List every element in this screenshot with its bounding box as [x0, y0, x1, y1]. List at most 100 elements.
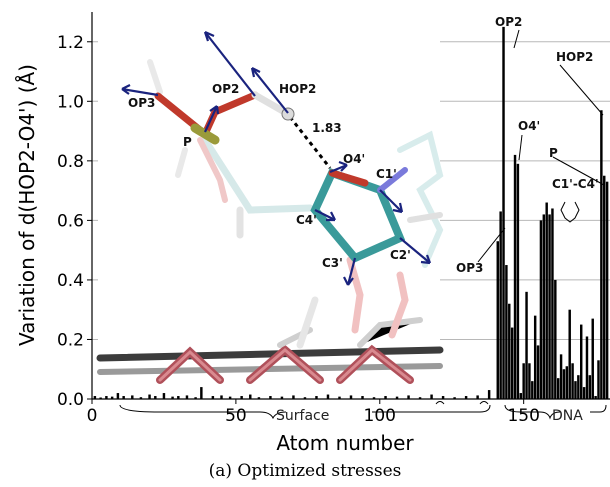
- y-tick-label: 1.2: [57, 33, 84, 53]
- bar: [600, 110, 603, 399]
- bar: [487, 390, 491, 399]
- bar: [303, 397, 307, 399]
- bar: [418, 397, 422, 399]
- bar: [99, 397, 102, 399]
- bar: [441, 396, 445, 399]
- bar: [525, 291, 528, 399]
- inset-label: 1.83: [312, 121, 342, 135]
- bar: [536, 345, 540, 399]
- bar: [597, 360, 600, 399]
- y-tick-label: 0.8: [57, 152, 84, 172]
- bar: [326, 394, 330, 399]
- bar: [585, 336, 589, 399]
- bar: [519, 393, 523, 399]
- axis-break-mark: [479, 401, 489, 405]
- bar: [384, 396, 387, 399]
- y-tick-label: 0.2: [57, 330, 84, 350]
- annotation-c1-c4: C1'-C4': [552, 177, 599, 191]
- bar: [240, 396, 243, 399]
- bar: [476, 395, 479, 399]
- bar: [131, 395, 134, 399]
- x-axis-label: Atom number: [276, 431, 414, 455]
- bar: [568, 309, 571, 399]
- inset-label: HOP2: [279, 82, 316, 96]
- bar: [220, 395, 223, 399]
- region-braces: [119, 404, 607, 420]
- bar: [269, 396, 272, 399]
- bar: [177, 396, 180, 399]
- bar: [185, 395, 189, 399]
- bar: [116, 393, 120, 399]
- y-ticks: 0.0 0.2 0.4 0.6 0.8 1.0 1.2: [57, 33, 92, 410]
- x-tick-label: 100: [364, 406, 396, 426]
- annotation-op2: OP2: [495, 15, 522, 29]
- bar: [588, 375, 592, 399]
- force-arrows: [121, 30, 432, 286]
- bar: [559, 354, 563, 399]
- inset-label: C3': [322, 256, 343, 270]
- bar: [93, 396, 97, 399]
- bar: [562, 369, 566, 399]
- inset-label: O4': [343, 152, 365, 166]
- bar: [453, 397, 456, 399]
- inset-label: OP3: [128, 96, 155, 110]
- bar: [531, 381, 534, 399]
- bar: [542, 214, 546, 399]
- bar: [211, 396, 215, 399]
- bar: [430, 394, 433, 399]
- bar: [510, 327, 514, 399]
- bar: [407, 395, 410, 399]
- sugar-ring: [310, 167, 408, 263]
- inset-label: C2': [390, 248, 411, 262]
- bar: [122, 396, 125, 399]
- hydrogen-bond: [288, 116, 332, 169]
- inset-label: C1': [376, 167, 397, 181]
- y-tick-label: 0.6: [57, 211, 84, 231]
- bar: [171, 396, 174, 399]
- figure-caption: (a) Optimized stresses: [208, 461, 402, 481]
- bar: [349, 395, 353, 399]
- bar: [603, 175, 606, 399]
- axis-break-mark: [435, 401, 445, 405]
- bar: [582, 387, 586, 399]
- bar: [574, 381, 577, 399]
- annotation-hop2: HOP2: [556, 50, 593, 64]
- inset-label: P: [183, 135, 192, 149]
- bar: [228, 396, 232, 399]
- bar: [194, 397, 197, 399]
- bar: [361, 396, 364, 399]
- bar: [148, 394, 151, 399]
- bar: [565, 366, 569, 399]
- bar: [249, 394, 252, 399]
- bar: [292, 395, 295, 399]
- y-tick-label: 1.0: [57, 92, 84, 112]
- bar: [464, 396, 468, 399]
- annotation-leaders: [477, 29, 605, 263]
- bar: [496, 241, 499, 399]
- faded-bonds: [147, 59, 444, 349]
- bar: [162, 393, 166, 399]
- bar: [154, 396, 157, 399]
- bar: [556, 378, 560, 399]
- bar: [594, 396, 597, 399]
- bar: [551, 208, 554, 399]
- bar: [499, 211, 502, 399]
- x-ticks: 0 50 100 150: [87, 399, 540, 426]
- annotation-op3: OP3: [456, 261, 483, 275]
- bar: [139, 397, 143, 399]
- molecule-inset: OP3 OP2 HOP2 P 1.83 O4' C1' C4' C3' C2': [96, 14, 444, 384]
- x-tick-label: 150: [507, 406, 539, 426]
- bar: [522, 363, 525, 399]
- bar: [516, 163, 520, 399]
- x-tick-label: 50: [225, 406, 247, 426]
- bar: [315, 396, 318, 399]
- bar: [280, 396, 284, 399]
- bar: [513, 154, 517, 399]
- inset-label: C4': [296, 213, 317, 227]
- bar: [395, 396, 399, 399]
- bar: [533, 315, 537, 399]
- bar: [539, 220, 543, 399]
- y-tick-label: 0.4: [57, 271, 84, 291]
- y-tick-label: 0.0: [57, 390, 84, 410]
